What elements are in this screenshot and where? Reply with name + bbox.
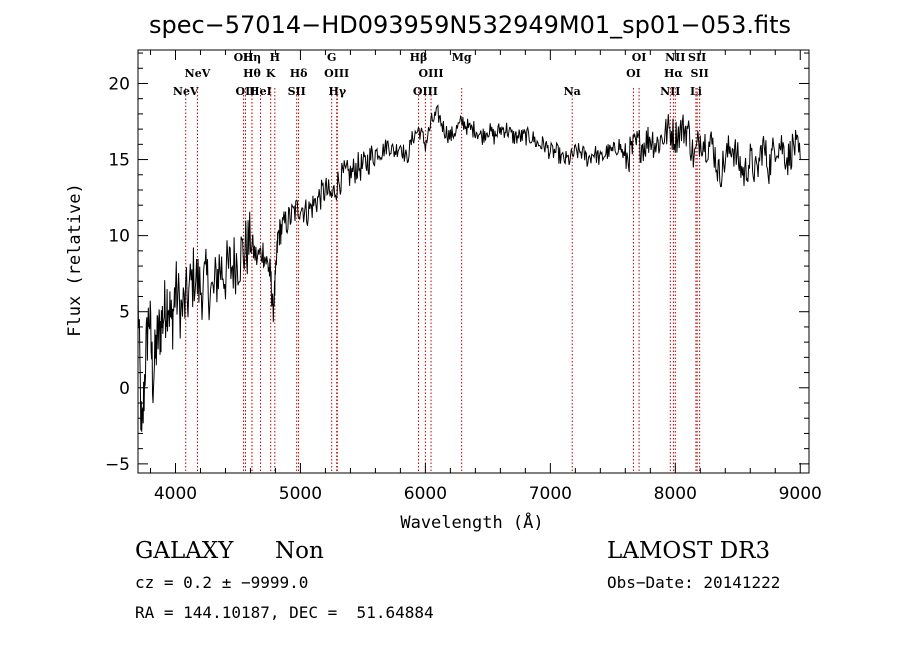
y-tick-label: 0 (119, 379, 130, 399)
line-label-sii: SII (288, 85, 306, 98)
subclass-label: Non (275, 538, 324, 564)
x-tick-label: 8000 (654, 484, 697, 504)
line-label-h-beta: Hβ (410, 51, 428, 64)
y-axis-label: Flux (relative) (65, 183, 85, 337)
spectrum-line (137, 104, 801, 432)
line-label-h-theta: Hθ (243, 67, 261, 80)
y-tick-label: 15 (108, 151, 130, 171)
line-label-nii: NII (660, 85, 680, 98)
y-tick-label: 10 (108, 227, 130, 247)
line-label-hei: HeI (249, 85, 272, 98)
line-label-mg: Mg (452, 51, 472, 64)
line-label-oiii: OIII (419, 67, 444, 80)
line-label-oi: OI (626, 67, 641, 80)
line-label-sii: SII (691, 67, 709, 80)
line-label-h-delta: Hδ (290, 67, 308, 80)
line-label-li: Li (690, 85, 702, 98)
x-tick-label: 6000 (404, 484, 447, 504)
line-label-oii: OII (234, 51, 254, 64)
y-tick-label: 20 (108, 74, 130, 94)
y-tick-label: −5 (105, 455, 130, 475)
line-label-h-eta: Hη (243, 51, 261, 64)
line-label-g: G (327, 51, 336, 64)
line-label-h-alpha: Hα (664, 67, 683, 80)
line-label-k: K (266, 67, 276, 80)
line-label-h: H (270, 51, 280, 64)
line-label-oiii: OIII (324, 67, 349, 80)
line-label-nev: NeV (185, 67, 211, 80)
x-tick-label: 5000 (279, 484, 322, 504)
line-label-nev: NeV (173, 85, 199, 98)
obs-date-text: Obs−Date: 20141222 (607, 573, 781, 592)
x-tick-label: 7000 (529, 484, 572, 504)
y-tick-label: 5 (119, 303, 130, 323)
x-tick-label: 4000 (154, 484, 197, 504)
plot-frame (137, 49, 810, 474)
line-label-oii: OII (236, 85, 256, 98)
line-label-oiii: OIII (413, 85, 438, 98)
x-axis-label: Wavelength (Å) (400, 511, 543, 533)
chart-title: spec−57014−HD093959N532949M01_sp01−053.f… (149, 11, 791, 39)
line-label-sii: SII (688, 51, 706, 64)
line-label-h-gamma: Hγ (328, 85, 346, 98)
class-label: GALAXY (135, 538, 234, 564)
line-label-na: Na (564, 85, 581, 98)
x-tick-label: 9000 (779, 484, 822, 504)
line-label-oi: OI (632, 51, 647, 64)
cz-text: cz = 0.2 ± −9999.0 (135, 573, 309, 592)
survey-label: LAMOST DR3 (607, 538, 771, 564)
radec-text: RA = 144.10187, DEC = 51.64884 (135, 603, 434, 622)
